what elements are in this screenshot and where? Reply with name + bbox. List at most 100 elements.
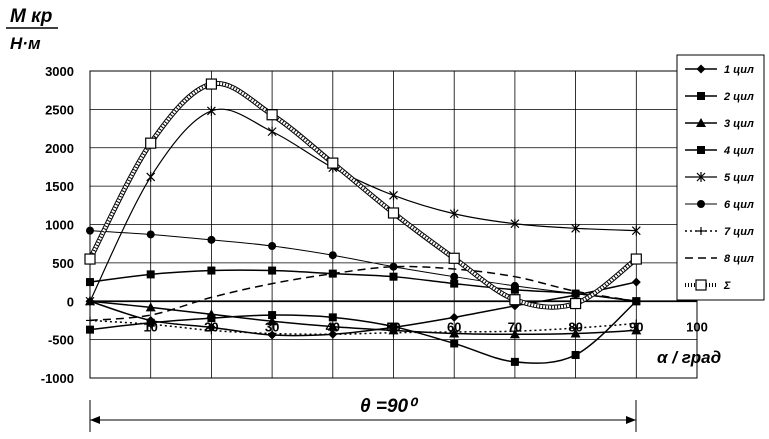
legend-entry: 1 цил [685, 64, 754, 76]
data-point [450, 327, 459, 336]
theta-annotation: θ =90⁰ [360, 396, 419, 417]
data-point [389, 262, 398, 271]
data-point [695, 279, 707, 291]
data-point [146, 171, 156, 182]
legend: 1 цил 2 цил 3 цил 4 цил 5 цил 6 цил 7 цил 8 цил… [676, 54, 765, 301]
legend-label: Σ [723, 280, 731, 292]
data-point [571, 289, 580, 298]
data-point [389, 190, 398, 201]
data-point [267, 316, 278, 326]
data-point [85, 296, 95, 307]
y-tick-label: 2500 [45, 102, 74, 117]
data-point [327, 157, 339, 169]
data-point [86, 325, 94, 334]
data-point [450, 272, 459, 281]
data-point [268, 241, 277, 250]
y-tick-label: 1500 [45, 179, 74, 194]
x-tick-label: 100 [686, 319, 708, 334]
series-line [89, 281, 637, 337]
data-point [327, 321, 338, 331]
x-tick-label: 60 [447, 319, 461, 334]
legend-entry: Σ [685, 279, 731, 292]
series-line [89, 269, 637, 302]
legend-entry: 8 цил [685, 253, 754, 265]
data-point [631, 325, 642, 335]
legend-label: 3 цил [724, 118, 754, 130]
data-point [697, 92, 705, 100]
x-tick-label: 70 [508, 319, 522, 334]
data-point [696, 64, 706, 74]
legend-entry: 7 цил [685, 226, 754, 238]
legend-label: 8 цил [724, 253, 754, 265]
data-point [631, 277, 641, 287]
y-tick-label: -500 [48, 333, 74, 348]
data-point [510, 281, 519, 290]
data-point [146, 270, 155, 279]
data-point [571, 350, 580, 359]
theta-span: θ =90⁰ [89, 396, 637, 432]
data-point [697, 200, 705, 208]
series-layer [84, 78, 642, 366]
series-line [89, 319, 637, 336]
data-point [571, 324, 580, 333]
data-point [268, 329, 277, 338]
legend-label: 1 цил [724, 64, 754, 76]
legend-label: 7 цил [724, 226, 754, 238]
data-point [389, 328, 398, 337]
series-9 [84, 78, 642, 310]
x-axis-label: α / град [657, 348, 721, 367]
y-tick-labels: 3000 2500 2000 1500 1000 500 0 -500 -1000 [41, 64, 74, 386]
y-axis-label: М кр Н·м [6, 6, 58, 53]
legend-entry: 4 цил [685, 145, 754, 157]
series-2 [86, 266, 641, 306]
data-point [697, 146, 705, 154]
legend-label: 2 цил [723, 91, 754, 103]
series-5 [85, 105, 641, 307]
data-point [696, 118, 706, 127]
y-tick-label: 0 [67, 294, 74, 309]
data-point [570, 328, 581, 338]
y-tick-label: 1000 [45, 218, 74, 233]
y-label-bottom: Н·м [10, 34, 41, 53]
data-point [267, 126, 277, 137]
y-tick-label: 2000 [45, 141, 74, 156]
legend-label: 6 цил [724, 199, 754, 211]
legend-entry: 2 цил [685, 91, 754, 103]
data-point [697, 227, 705, 235]
data-point [146, 230, 155, 239]
data-point [571, 223, 581, 234]
data-point [632, 319, 641, 328]
data-point [207, 235, 216, 244]
data-point [328, 313, 337, 322]
series-6 [86, 226, 641, 306]
data-point [145, 302, 156, 312]
data-point [268, 311, 277, 320]
data-point [387, 207, 400, 219]
data-point [328, 330, 337, 339]
data-point [207, 314, 216, 323]
data-point [86, 278, 94, 287]
legend-label: 5 цил [724, 172, 754, 184]
y-tick-label: 3000 [45, 64, 74, 79]
data-point [205, 78, 217, 90]
data-point [328, 251, 337, 260]
data-point [389, 322, 398, 331]
series-line [89, 230, 637, 302]
legend-entry: 5 цил [685, 172, 754, 184]
data-point [84, 253, 96, 265]
y-tick-label: 500 [52, 256, 74, 271]
data-point [632, 297, 641, 306]
data-point [86, 226, 94, 235]
data-point [631, 225, 641, 236]
data-point [207, 266, 216, 275]
series-line [89, 265, 637, 322]
series-line [89, 300, 637, 364]
series-line [89, 108, 637, 302]
legend-entry: 6 цил [685, 199, 754, 211]
data-point [569, 297, 582, 310]
data-point [207, 326, 216, 335]
data-point [696, 172, 706, 182]
data-point [146, 320, 155, 329]
legend-entry: 3 цил [685, 118, 754, 130]
